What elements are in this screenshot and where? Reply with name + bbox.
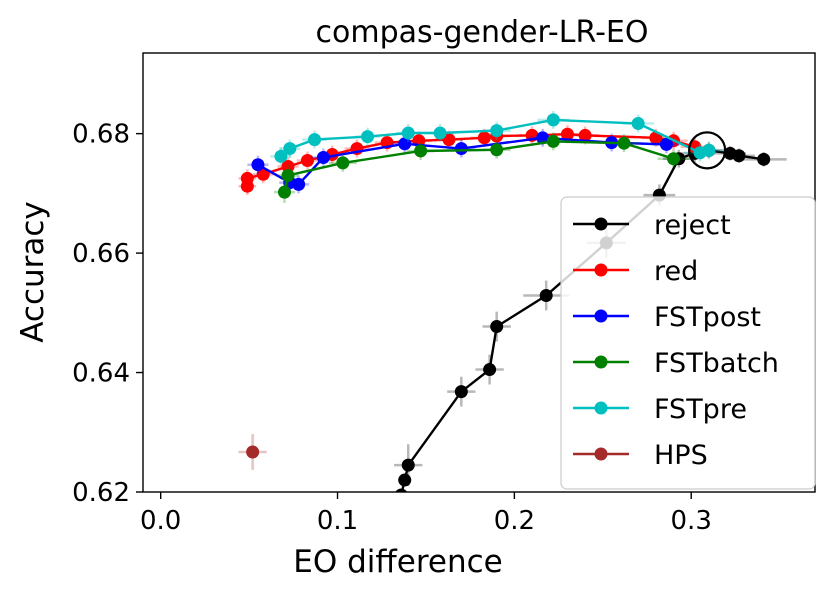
legend-item-red: red	[573, 256, 698, 287]
data-point	[667, 152, 681, 166]
data-point	[546, 113, 560, 127]
legend-label: FSTbatch	[654, 348, 779, 379]
legend-label: red	[654, 256, 698, 287]
y-tick-label: 0.66	[72, 239, 130, 269]
data-point	[316, 151, 330, 165]
legend-item-fstpre: FSTpre	[573, 394, 747, 425]
data-point	[401, 126, 415, 140]
legend-label: reject	[654, 210, 731, 241]
data-point	[454, 385, 468, 399]
chart-title: compas-gender-LR-EO	[316, 15, 649, 50]
data-point	[483, 363, 497, 377]
data-point	[536, 131, 550, 145]
data-point	[361, 130, 375, 144]
data-point	[490, 143, 504, 157]
data-point	[490, 320, 504, 334]
legend-marker	[594, 401, 608, 415]
data-point	[560, 127, 574, 141]
y-tick-label: 0.64	[72, 359, 130, 389]
data-point	[401, 458, 415, 472]
data-point	[723, 146, 737, 160]
highlight-circle	[688, 131, 727, 170]
data-point	[398, 137, 412, 151]
data-point	[281, 168, 295, 182]
y-tick-label: 0.62	[72, 478, 130, 508]
x-tick-label: 0.1	[317, 506, 358, 536]
axes: 0.0 0.1 0.2 0.3 0.62 0.64 0.66 0.68	[72, 120, 712, 536]
data-point	[336, 156, 350, 170]
x-axis-label: EO difference	[293, 544, 502, 580]
data-point	[546, 134, 560, 148]
x-tick-label: 0.0	[140, 506, 181, 536]
data-point	[631, 116, 645, 130]
data-point	[308, 133, 322, 147]
data-point	[578, 128, 592, 142]
legend-marker	[594, 263, 608, 277]
legend-item-reject: reject	[573, 210, 731, 241]
data-point	[659, 137, 673, 151]
data-point	[281, 159, 295, 173]
data-point	[757, 152, 771, 166]
x-tick-label: 0.3	[671, 506, 712, 536]
data-point	[274, 149, 288, 163]
legend-item-hps: HPS	[573, 440, 708, 471]
data-point	[283, 142, 297, 156]
data-point	[617, 136, 631, 150]
data-point	[414, 144, 428, 158]
legend-item-fstpost: FSTpost	[573, 302, 761, 333]
legend-marker	[594, 447, 608, 461]
data-point	[395, 488, 407, 492]
legend: reject red FSTpost FSTbatch FSTpre HPS	[560, 196, 816, 490]
plot-area	[238, 110, 787, 492]
series-line-fstbatch	[283, 140, 674, 193]
series-hps	[238, 434, 267, 470]
data-point	[300, 154, 314, 168]
data-point	[398, 473, 412, 487]
data-point	[292, 177, 306, 191]
legend-label: FSTpre	[654, 394, 747, 425]
data-point	[433, 126, 447, 140]
legend-marker	[594, 355, 608, 369]
series-fstbatch	[273, 132, 690, 203]
data-point	[442, 133, 456, 147]
x-tick-label: 0.2	[494, 506, 535, 536]
data-point	[477, 131, 491, 145]
legend-marker	[594, 309, 608, 323]
data-point	[256, 167, 270, 181]
data-point	[539, 288, 553, 302]
data-point	[251, 158, 265, 172]
y-tick-label: 0.68	[72, 120, 130, 150]
legend-label: HPS	[654, 440, 708, 471]
data-point	[702, 143, 716, 157]
data-point	[490, 124, 504, 138]
data-point	[240, 171, 254, 185]
series-fstpre	[270, 110, 725, 166]
data-point	[454, 142, 468, 156]
y-axis-label: Accuracy	[15, 201, 51, 343]
data-point	[277, 185, 291, 199]
data-point	[246, 445, 260, 459]
legend-item-fstbatch: FSTbatch	[573, 348, 779, 379]
legend-label: FSTpost	[654, 302, 761, 333]
legend-marker	[594, 217, 608, 231]
